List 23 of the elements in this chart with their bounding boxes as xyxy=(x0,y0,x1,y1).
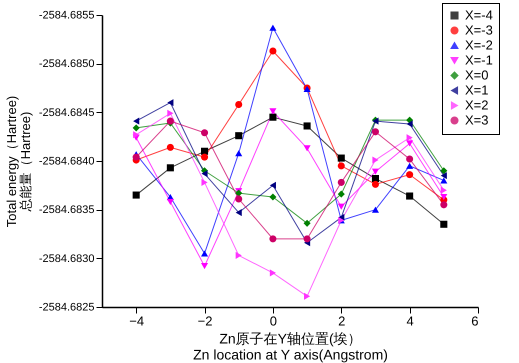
y-tick-label: -2584.6855 xyxy=(38,10,94,22)
legend-label: X=-3 xyxy=(465,22,493,38)
legend-label: X=3 xyxy=(465,112,488,128)
x-tick-label: 4 xyxy=(406,314,414,328)
x-axis-title: Zn原子在Y轴位置(埃） Zn location at Y axis(Angstrom) xyxy=(193,330,388,362)
x-tick-label: −4 xyxy=(129,314,144,328)
legend-label: X=2 xyxy=(465,98,488,112)
legend-label: X=-1 xyxy=(465,52,493,68)
legend-label: X=1 xyxy=(465,82,488,98)
y-tick-label: -2584.6825 xyxy=(38,302,94,314)
x-tick-label: −2 xyxy=(198,314,212,328)
x-tick-label: 2 xyxy=(338,314,346,328)
legend-label: X=0 xyxy=(465,68,488,82)
legend-label: X=-2 xyxy=(465,38,493,52)
y-tick-label: -2584.6840 xyxy=(38,156,94,168)
x-tick-label: 6 xyxy=(471,314,478,328)
y-tick-label: -2584.6845 xyxy=(38,106,94,119)
y-tick-label: -2584.6830 xyxy=(38,252,94,265)
y-tick-label: -2584.6850 xyxy=(38,58,94,70)
y-axis-title: Total energy（Hartree) 总能量（Hartree) xyxy=(4,96,33,228)
x-tick-label: 0 xyxy=(270,314,278,328)
legend-label: X=-4 xyxy=(465,8,493,22)
y-tick-label: -2584.6835 xyxy=(38,204,94,216)
